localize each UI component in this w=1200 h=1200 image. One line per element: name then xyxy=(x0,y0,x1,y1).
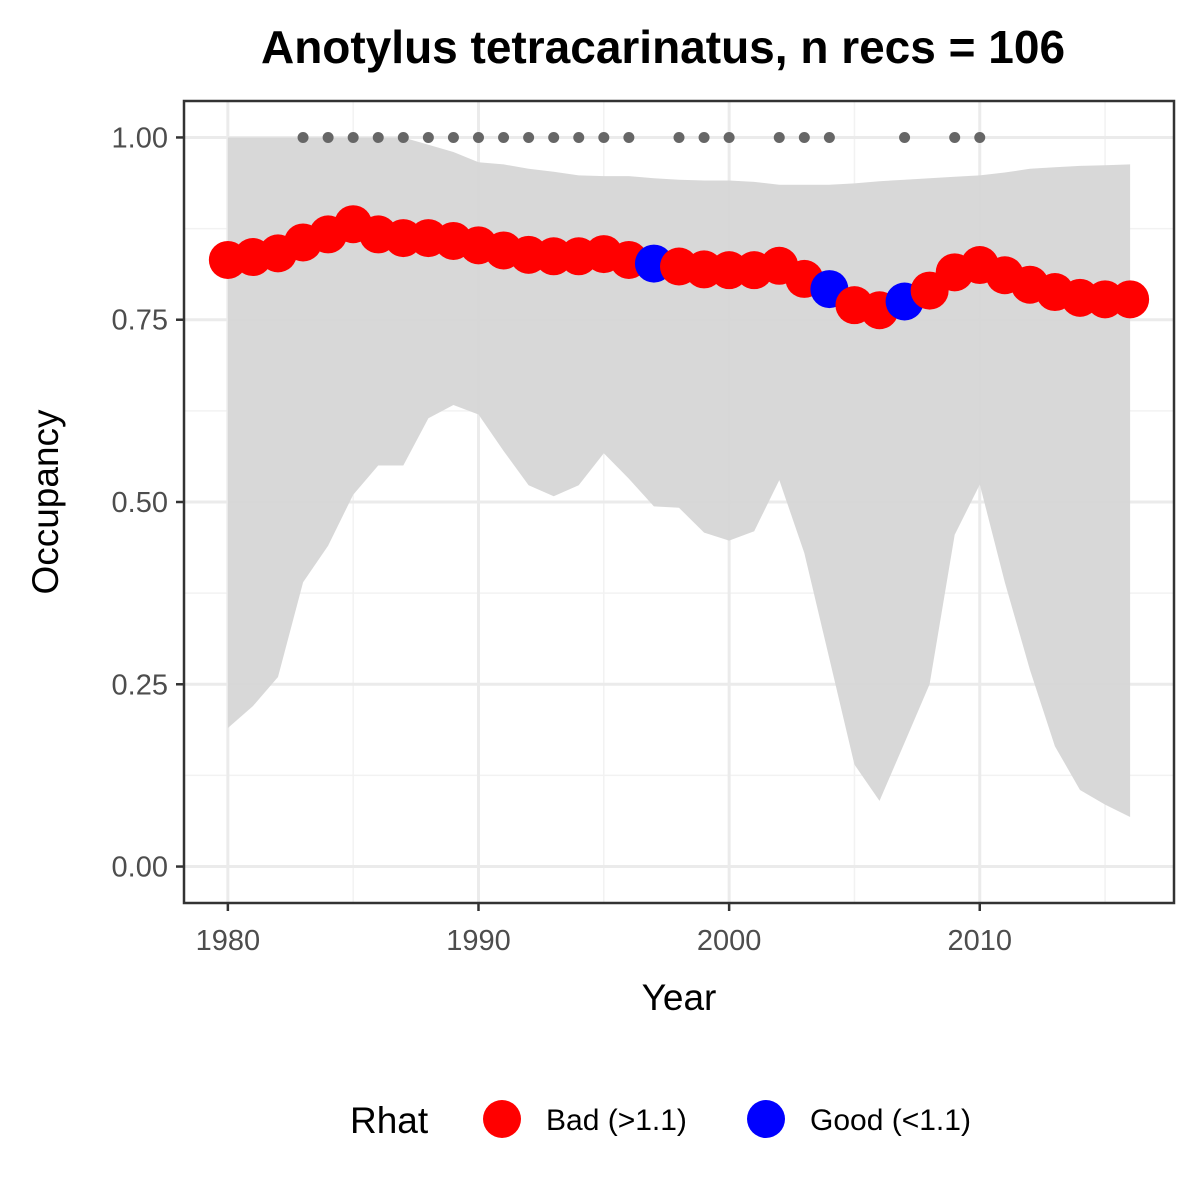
x-axis-title: Year xyxy=(642,977,717,1018)
record-dot xyxy=(397,131,409,143)
record-dot xyxy=(447,131,459,143)
legend: Rhat Bad (>1.1) Good (<1.1) xyxy=(350,1100,971,1141)
record-dot xyxy=(974,131,986,143)
legend-key-bad xyxy=(483,1100,521,1138)
legend-key-good xyxy=(747,1100,785,1138)
legend-title: Rhat xyxy=(350,1100,429,1141)
plot-panel xyxy=(182,99,1176,905)
record-dot xyxy=(498,131,510,143)
y-tick-label: 1.00 xyxy=(112,122,168,154)
x-axis: 1980 1990 2000 2010 xyxy=(196,903,1012,957)
x-tick-label: 1980 xyxy=(196,925,261,957)
occupancy-point-bad xyxy=(1111,280,1150,319)
record-dot xyxy=(472,131,484,143)
y-tick-label: 0.75 xyxy=(112,305,168,337)
x-tick-label: 2000 xyxy=(697,925,762,957)
y-axis-title: Occupancy xyxy=(25,409,66,595)
legend-label-bad: Bad (>1.1) xyxy=(546,1104,687,1137)
record-dot xyxy=(949,131,961,143)
chart-title: Anotylus tetracarinatus, n recs = 106 xyxy=(261,21,1065,73)
record-dot xyxy=(623,131,635,143)
record-dot xyxy=(523,131,535,143)
y-tick-label: 0.25 xyxy=(112,669,168,701)
y-axis: 0.00 0.25 0.50 0.75 1.00 xyxy=(112,122,184,884)
record-dot xyxy=(422,131,434,143)
y-tick-label: 0.50 xyxy=(112,487,168,519)
record-dot xyxy=(347,131,359,143)
x-tick-label: 2010 xyxy=(948,925,1013,957)
record-dot xyxy=(573,131,585,143)
record-dot xyxy=(798,131,810,143)
record-dot xyxy=(773,131,785,143)
legend-label-good: Good (<1.1) xyxy=(810,1104,971,1137)
record-dot xyxy=(372,131,384,143)
record-dot xyxy=(548,131,560,143)
record-dot xyxy=(899,131,911,143)
record-dot xyxy=(723,131,735,143)
record-dot xyxy=(297,131,309,143)
y-tick-label: 0.00 xyxy=(112,852,168,884)
record-dot xyxy=(673,131,685,143)
record-dot xyxy=(322,131,334,143)
record-dot xyxy=(598,131,610,143)
x-tick-label: 1990 xyxy=(446,925,511,957)
record-dot xyxy=(698,131,710,143)
record-dot xyxy=(823,131,835,143)
